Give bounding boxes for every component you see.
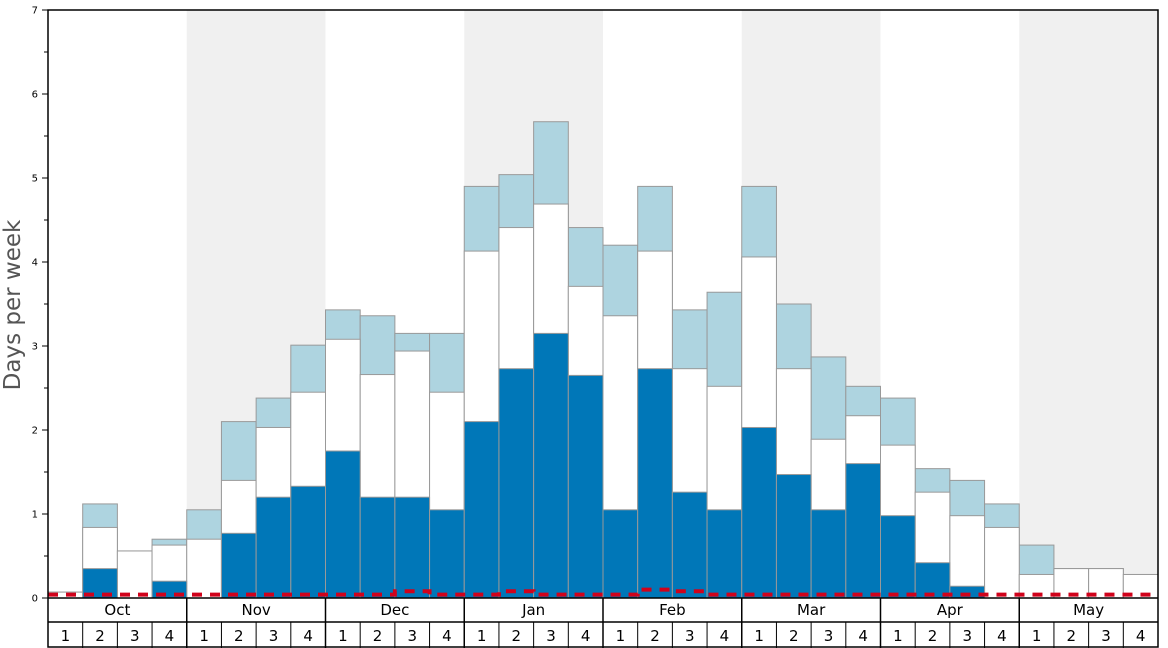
week-label: 1 [199,627,209,645]
week-label: 3 [962,627,972,645]
week-label: 1 [61,627,71,645]
bar-dark-10 [359,496,396,599]
bar-dark-20 [706,509,743,599]
bar-dark-13 [463,421,500,599]
stacked-bars [47,121,1159,599]
week-label: 3 [269,627,279,645]
week-label: 3 [824,627,834,645]
week-label: 4 [720,627,730,645]
bar-dark-8 [290,485,326,599]
week-label: 1 [477,627,487,645]
bar-dark-7 [255,496,292,599]
bar-dark-22 [775,474,812,599]
week-label: 1 [338,627,348,645]
week-label: 1 [616,627,626,645]
month-label-nov: Nov [241,601,270,619]
y-tick-label: 2 [32,426,38,437]
week-label: 2 [373,627,383,645]
bar-dark-26 [914,562,951,599]
dashed-line [48,587,1158,597]
y-axis-label: Days per week [0,219,26,390]
week-label: 1 [1032,627,1042,645]
bar-dark-21 [741,426,777,599]
bar-dark-23 [810,509,847,599]
y-tick-label: 6 [32,90,38,101]
y-axis: 0 1 2 3 4 5 6 7 [32,6,48,605]
bar-white-28 [984,526,1020,599]
y-tick-label: 1 [32,510,38,521]
week-label: 4 [1136,627,1146,645]
week-label: 2 [1067,627,1077,645]
week-label: 3 [1101,627,1111,645]
y-tick-label: 0 [32,594,38,605]
bar-dark-9 [325,450,361,599]
y-tick-label: 5 [32,174,38,185]
bar-dark-6 [220,532,257,599]
y-tick-label: 7 [32,6,38,17]
week-label: 3 [685,627,695,645]
week-label: 2 [95,627,105,645]
month-band-may [1019,10,1158,598]
week-label: 3 [130,627,140,645]
week-label: 3 [407,627,417,645]
bar-dark-25 [880,515,916,599]
y-tick-label: 3 [32,342,38,353]
week-label: 4 [442,627,452,645]
bar-dark-14 [498,368,535,599]
month-label-may: May [1073,601,1104,619]
month-label-feb: Feb [659,601,686,619]
week-label: 1 [893,627,903,645]
x-axis: Oct 1 2 3 4 Nov 1 2 3 4 Dec 1 2 3 4 Jan 1 2 3 4 Feb 1 2 3 4 Mar 1 2… [48,597,1158,648]
week-label: 3 [546,627,556,645]
dashed-line-series [48,587,1158,597]
month-label-oct: Oct [104,601,130,619]
week-label: 4 [303,627,313,645]
bar-dark-17 [602,509,639,599]
month-label-mar: Mar [797,601,826,619]
week-label: 2 [234,627,244,645]
week-label: 4 [165,627,175,645]
week-label: 4 [858,627,868,645]
month-band-oct [48,10,187,598]
bar-dark-15 [533,332,569,599]
month-label-dec: Dec [380,601,409,619]
bar-dark-12 [429,509,465,599]
bar-dark-16 [567,374,604,599]
month-label-jan: Jan [521,601,545,619]
week-label: 4 [581,627,591,645]
week-label: 1 [754,627,764,645]
bar-white-5 [186,538,222,599]
week-label: 4 [997,627,1007,645]
bar-white-3 [116,550,153,599]
bar-dark-11 [394,496,431,599]
month-label-apr: Apr [937,601,964,619]
week-label: 2 [650,627,660,645]
bar-dark-19 [671,491,708,599]
y-tick-label: 4 [32,258,38,269]
week-label: 2 [928,627,938,645]
week-label: 2 [512,627,522,645]
week-label: 2 [789,627,799,645]
bar-dark-24 [845,463,881,599]
bar-white-27 [949,515,986,599]
bar-dark-18 [637,368,673,599]
